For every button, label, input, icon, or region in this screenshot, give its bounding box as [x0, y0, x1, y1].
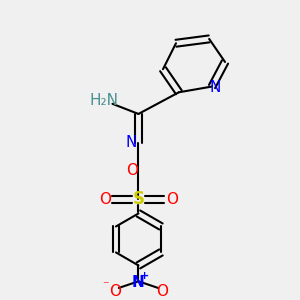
- Text: O: O: [156, 284, 168, 299]
- Text: ⁻: ⁻: [102, 279, 109, 292]
- Text: N: N: [132, 275, 145, 290]
- Text: N: N: [210, 80, 221, 95]
- Text: O: O: [109, 284, 121, 299]
- Text: O: O: [166, 192, 178, 207]
- Text: O: O: [99, 192, 111, 207]
- Text: H₂N: H₂N: [89, 93, 118, 108]
- Text: S: S: [133, 190, 145, 208]
- Text: +: +: [140, 271, 149, 281]
- Text: O: O: [126, 163, 138, 178]
- Text: N: N: [126, 135, 137, 150]
